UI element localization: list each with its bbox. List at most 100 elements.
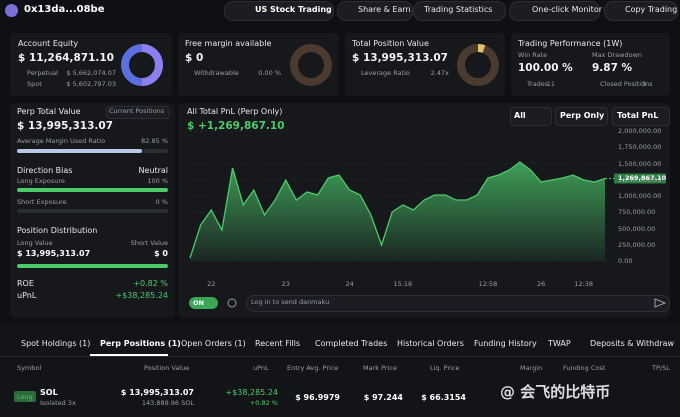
x-tick-label: 22: [207, 280, 216, 288]
card-row-value: 2.47x: [430, 69, 449, 77]
nav-label[interactable]: Copy Trading: [625, 5, 678, 14]
nav-label[interactable]: Share & Earn: [358, 5, 411, 14]
panel-title: Perp Total Value: [17, 107, 81, 116]
position-size: 143,889.96 SOL: [141, 399, 194, 407]
us-stock-button[interactable]: [224, 1, 334, 21]
donut-segment: [477, 44, 486, 53]
tab[interactable]: Perp Positions (1): [100, 339, 181, 348]
column-header: Liq. Price: [430, 364, 460, 372]
position-value: $ 13,995,313.07: [120, 388, 194, 397]
label: uPnL: [17, 291, 37, 300]
nav-button[interactable]: [337, 1, 413, 21]
filter-label[interactable]: All: [514, 111, 526, 120]
bar-fill: [17, 264, 168, 268]
perp-value: $ 13,995,313.07: [17, 120, 113, 132]
margin-mode: Isolated 3x: [40, 399, 76, 407]
value: 0 %: [155, 198, 168, 206]
bar-track: [17, 149, 168, 153]
stat-label: Max Drawdown: [592, 51, 643, 59]
y-tick-label: 0.00: [618, 257, 633, 265]
card-row-value: $ 5,662,074.07: [66, 69, 116, 77]
donut-segment: [141, 44, 163, 86]
column-header: uPnL: [253, 364, 269, 372]
column-header: Entry Avg. Price: [287, 364, 339, 372]
danmaku-input[interactable]: [246, 295, 670, 312]
card-row-label: Withdrawable: [194, 69, 239, 77]
mark-price: $ 97.244: [363, 393, 403, 402]
avatar: [5, 4, 18, 17]
tab[interactable]: Deposits & Withdraw: [590, 339, 675, 348]
filter-dropdown[interactable]: [555, 107, 608, 126]
toggle[interactable]: [189, 297, 218, 309]
bar-track: [17, 209, 168, 213]
gear-icon[interactable]: [227, 298, 237, 308]
card-value: $ 11,264,871.10: [18, 52, 114, 64]
value: +$38,285.24: [115, 291, 168, 300]
tab[interactable]: Open Orders (1): [181, 339, 246, 348]
tab[interactable]: Recent Fills: [255, 339, 301, 348]
filter-label[interactable]: Perp Only: [560, 111, 605, 120]
y-tick-label: 500,000.00: [618, 224, 656, 233]
toggle-label[interactable]: ON: [193, 299, 204, 307]
x-tick-label: 23: [281, 280, 290, 288]
label: Long Value: [17, 239, 53, 247]
plot: [189, 130, 666, 262]
current-value-box: [614, 173, 666, 184]
tab[interactable]: Spot Holdings (1): [21, 339, 91, 348]
card-title: Free margin available: [185, 39, 272, 48]
x-tick-label: 24: [345, 280, 354, 288]
donut: [457, 44, 499, 86]
value: $ 13,995,313.07: [17, 249, 91, 258]
label: Direction Bias: [17, 166, 73, 175]
y-tick-label: 750,000.00: [618, 208, 656, 217]
value: Neutral: [138, 166, 168, 175]
current-positions-button[interactable]: [106, 106, 170, 119]
stat-value: 3: [641, 80, 646, 88]
us-stock-label[interactable]: US Stock Trading: [255, 5, 332, 14]
address: 0x13da...08be: [24, 4, 105, 15]
y-tick-label: 1,750,000.00: [618, 143, 662, 152]
card-value: $ 0: [185, 52, 204, 64]
liq-price: $ 66.3154: [421, 393, 466, 402]
column-header: Margin: [520, 364, 543, 372]
line: [189, 161, 606, 259]
column-header: Symbol: [17, 364, 42, 372]
card: [511, 33, 670, 96]
chart-total: $ +1,269,867.10: [187, 120, 285, 132]
filter-dropdown[interactable]: [612, 107, 670, 126]
y-tick-label: 1,500,000.00: [618, 159, 662, 168]
label: Position Distribution: [17, 226, 98, 235]
current-value-label: 1,269,867.10: [618, 174, 667, 183]
stat-value: 9.87 %: [592, 62, 633, 74]
input-placeholder[interactable]: Log in to send danmaku: [251, 298, 330, 306]
tab[interactable]: Completed Trades: [315, 339, 388, 348]
send-icon[interactable]: [654, 298, 667, 308]
card-row-label: Perpetual: [27, 69, 58, 77]
side: Long: [17, 393, 33, 401]
button-label[interactable]: Current Positions: [109, 107, 165, 115]
value: 82.85 %: [141, 137, 168, 145]
divider: [0, 356, 680, 357]
nav-button[interactable]: [604, 1, 678, 21]
donut: [290, 44, 332, 86]
tab[interactable]: Historical Orders: [397, 339, 464, 348]
column-header: Funding Cost: [563, 364, 606, 372]
nav-button[interactable]: [509, 1, 600, 21]
nav-label[interactable]: Trading Statistics: [424, 5, 493, 14]
card-title: Account Equity: [18, 39, 79, 48]
stat-value: 11: [546, 80, 555, 88]
tab[interactable]: Funding History: [474, 339, 537, 348]
stat-label: Win Rate: [518, 51, 548, 59]
y-tick-label: 2,000,000.00: [618, 127, 662, 135]
label: Long Exposure: [17, 177, 65, 185]
nav-label[interactable]: One-click Monitor: [532, 5, 603, 14]
tab[interactable]: TWAP: [548, 339, 571, 348]
label: ROE: [17, 279, 34, 288]
x-tick-label: 12:38: [574, 280, 594, 288]
nav-button[interactable]: [413, 1, 506, 21]
filter-dropdown[interactable]: [510, 107, 552, 126]
card-title: Trading Performance (1W): [518, 39, 623, 48]
filter-label[interactable]: Total PnL: [617, 111, 659, 120]
column-header: Mark Price: [363, 364, 397, 372]
